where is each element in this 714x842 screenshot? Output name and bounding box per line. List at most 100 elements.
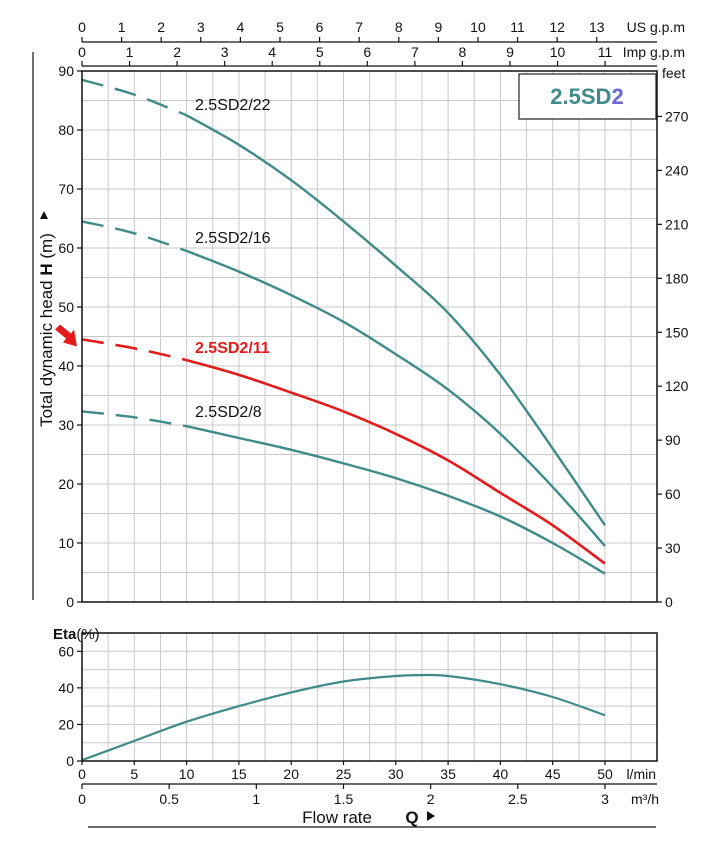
feet-tick-label: 240 — [665, 162, 689, 178]
us-gpm-tick-label: 11 — [510, 19, 525, 35]
imp-gpm-tick-label: 4 — [268, 44, 276, 60]
curve-solid-segment — [186, 358, 606, 565]
curve-label: 2.5SD2/22 — [195, 97, 271, 114]
imp-gpm-tick-label: 3 — [221, 44, 229, 60]
imp-gpm-tick-label: 5 — [316, 44, 324, 60]
curve-dashed-segment — [81, 220, 187, 253]
curve-label: 2.5SD2/11 — [195, 340, 270, 357]
us-gpm-tick-label: 7 — [355, 19, 363, 35]
curve-label: 2.5SD2/16 — [195, 230, 271, 247]
imp-gpm-tick-label: 10 — [550, 44, 566, 60]
flow-m3h-tick-label: 0.5 — [159, 791, 179, 807]
feet-axis-unit: feet — [662, 65, 685, 81]
head-tick-label: 60 — [58, 240, 74, 256]
efficiency-axis-title: Eta(%) — [53, 626, 100, 643]
feet-tick-label: 90 — [665, 432, 681, 448]
flow-lmin-tick-label: 5 — [130, 766, 138, 782]
head-tick-label: 10 — [58, 535, 74, 551]
us-gpm-tick-label: 1 — [118, 19, 126, 35]
eta-tick-label: 20 — [58, 716, 74, 732]
head-tick-label: 20 — [58, 476, 74, 492]
flow-m3h-tick-label: 3 — [601, 791, 609, 807]
efficiency-chart-grid — [81, 632, 657, 762]
feet-tick-label: 120 — [665, 378, 689, 394]
selected-head-arrow-icon — [55, 324, 77, 347]
head-tick-label: 0 — [66, 594, 74, 610]
feet-tick-label: 180 — [665, 270, 689, 286]
flow-lmin-tick-label: 40 — [493, 766, 509, 782]
eta-tick-label: 0 — [66, 753, 74, 769]
flow-lmin-tick-label: 30 — [388, 766, 404, 782]
feet-tick-label: 150 — [665, 324, 689, 340]
head-curves — [81, 78, 606, 575]
head-chart-ticks: 0102030405060708090030609012015018021024… — [58, 19, 688, 610]
imp-gpm-axis-unit: Imp g.p.m — [623, 44, 685, 60]
curve-solid-segment — [186, 425, 606, 575]
imp-gpm-tick-label: 1 — [126, 44, 134, 60]
us-gpm-tick-label: 10 — [470, 19, 486, 35]
us-gpm-tick-label: 0 — [78, 19, 86, 35]
flow-lmin-axis-unit: l/min — [626, 766, 656, 782]
model-title-box: 2.5SD2 — [518, 73, 657, 120]
us-gpm-tick-label: 4 — [236, 19, 244, 35]
us-gpm-tick-label: 12 — [549, 19, 565, 35]
efficiency-chart: 0 20 40 60 0 5 10 15 20 25 30 35 40 45 50 l/min 0 0.5 1 1.5… — [58, 632, 659, 807]
us-gpm-tick-label: 13 — [589, 19, 605, 35]
flow-m3h-tick-label: 2.5 — [508, 791, 528, 807]
curve-solid-segment — [186, 249, 606, 547]
us-gpm-tick-label: 8 — [395, 19, 403, 35]
svg-text:Flow rate: Flow rate — [302, 808, 372, 827]
head-tick-label: 40 — [58, 358, 74, 374]
flow-lmin-tick-label: 10 — [179, 766, 195, 782]
efficiency-chart-frame — [81, 632, 658, 762]
us-gpm-tick-label: 5 — [276, 19, 284, 35]
imp-gpm-tick-label: 11 — [598, 44, 613, 60]
flow-m3h-tick-label: 1.5 — [334, 791, 354, 807]
head-tick-label: 70 — [58, 181, 74, 197]
curve-solid-segment — [186, 114, 606, 526]
head-chart: 0102030405060708090030609012015018021024… — [58, 19, 688, 610]
svg-text:Q: Q — [405, 808, 418, 827]
flow-rate-arrow-icon — [427, 811, 435, 821]
efficiency-curve — [81, 673, 606, 762]
model-title: 2.5SD2 — [550, 84, 623, 109]
us-gpm-tick-label: 3 — [197, 19, 205, 35]
flow-lmin-tick-label: 45 — [545, 766, 561, 782]
head-tick-label: 80 — [58, 122, 74, 138]
eta-tick-label: 40 — [58, 680, 74, 696]
imp-gpm-tick-label: 6 — [363, 44, 371, 60]
selected-head-arrow-shape — [55, 324, 77, 347]
flow-m3h-tick-label: 0 — [78, 791, 86, 807]
head-axis-arrow-icon — [40, 211, 48, 219]
curve-dashed-segment — [81, 410, 187, 428]
imp-gpm-tick-label: 2 — [173, 44, 181, 60]
feet-tick-label: 0 — [665, 594, 673, 610]
feet-tick-label: 30 — [665, 540, 681, 556]
curve-dashed-segment — [81, 78, 188, 117]
imp-gpm-tick-label: 7 — [411, 44, 419, 60]
imp-gpm-tick-label: 8 — [459, 44, 467, 60]
curve-label: 2.5SD2/8 — [195, 404, 262, 421]
flow-m3h-tick-label: 2 — [427, 791, 435, 807]
flow-lmin-tick-label: 35 — [440, 766, 456, 782]
us-gpm-tick-label: 9 — [434, 19, 442, 35]
flow-m3h-axis-unit: m³/h — [631, 791, 659, 807]
curve-labels: 2.5SD2/22 2.5SD2/16 2.5SD2/11 2.5SD2/8 — [195, 97, 271, 421]
flow-m3h-tick-label: 1 — [252, 791, 260, 807]
eta-tick-label: 60 — [58, 643, 74, 659]
head-chart-frame — [81, 70, 658, 603]
flow-lmin-tick-label: 25 — [336, 766, 352, 782]
flow-lmin-tick-label: 50 — [597, 766, 613, 782]
head-tick-label: 30 — [58, 417, 74, 433]
flow-lmin-tick-label: 0 — [78, 766, 86, 782]
flow-lmin-tick-label: 20 — [283, 766, 299, 782]
efficiency-curves — [81, 673, 606, 762]
flow-rate-axis-title: Flow rate Q — [302, 808, 419, 827]
imp-gpm-tick-label: 9 — [506, 44, 514, 60]
feet-tick-label: 270 — [665, 108, 689, 124]
us-gpm-axis-unit: US g.p.m — [627, 19, 685, 35]
us-gpm-tick-label: 6 — [316, 19, 324, 35]
efficiency-chart-ticks: 0 20 40 60 0 5 10 15 20 25 30 35 40 45 50 l/min 0 0.5 1 1.5… — [58, 643, 659, 807]
feet-tick-label: 60 — [665, 486, 681, 502]
us-gpm-tick-label: 2 — [157, 19, 165, 35]
